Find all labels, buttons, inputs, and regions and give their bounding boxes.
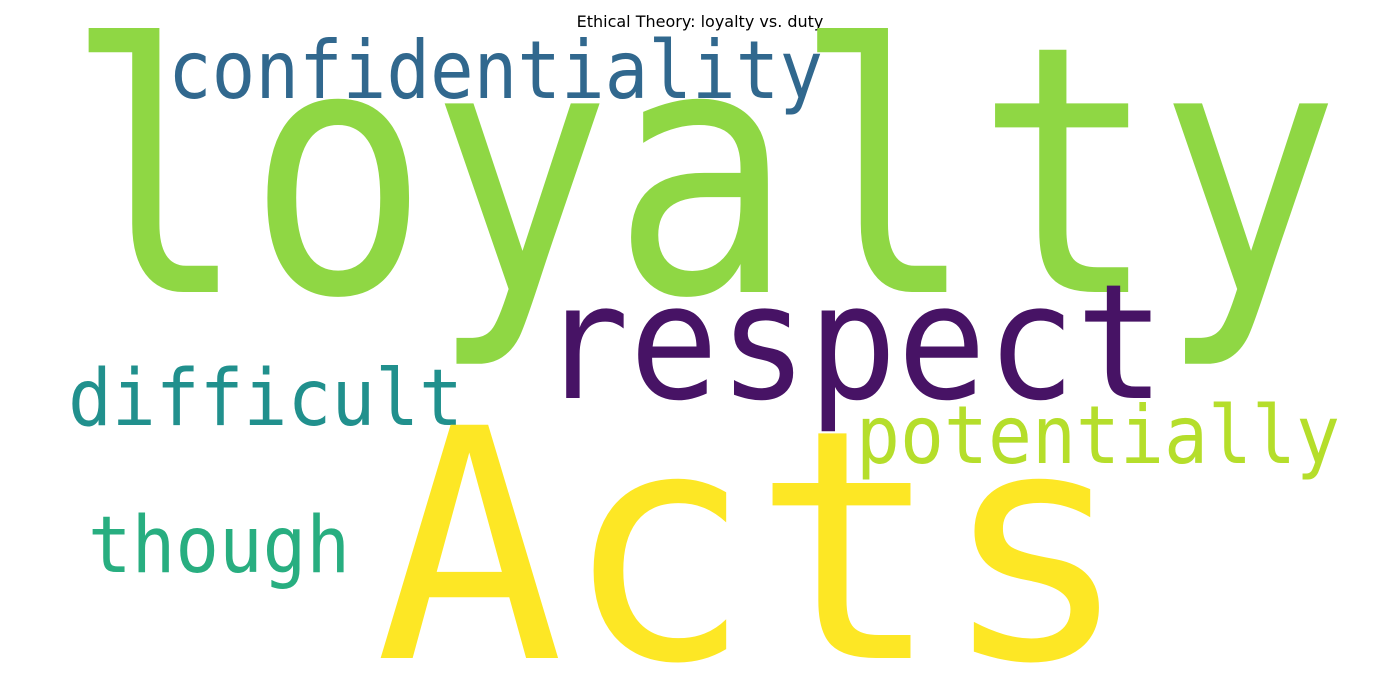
word-difficult: difficult <box>68 354 463 444</box>
word-acts: Acts <box>375 362 1130 700</box>
word-respect: respect <box>540 249 1165 436</box>
word-though: though <box>88 501 350 591</box>
word-confidentiality: confidentiality <box>168 24 823 117</box>
chart-title: Ethical Theory: loyalty vs. duty <box>576 12 824 31</box>
word-potentially: potentially <box>856 389 1340 482</box>
word-loyalty: loyalty <box>65 0 1340 374</box>
